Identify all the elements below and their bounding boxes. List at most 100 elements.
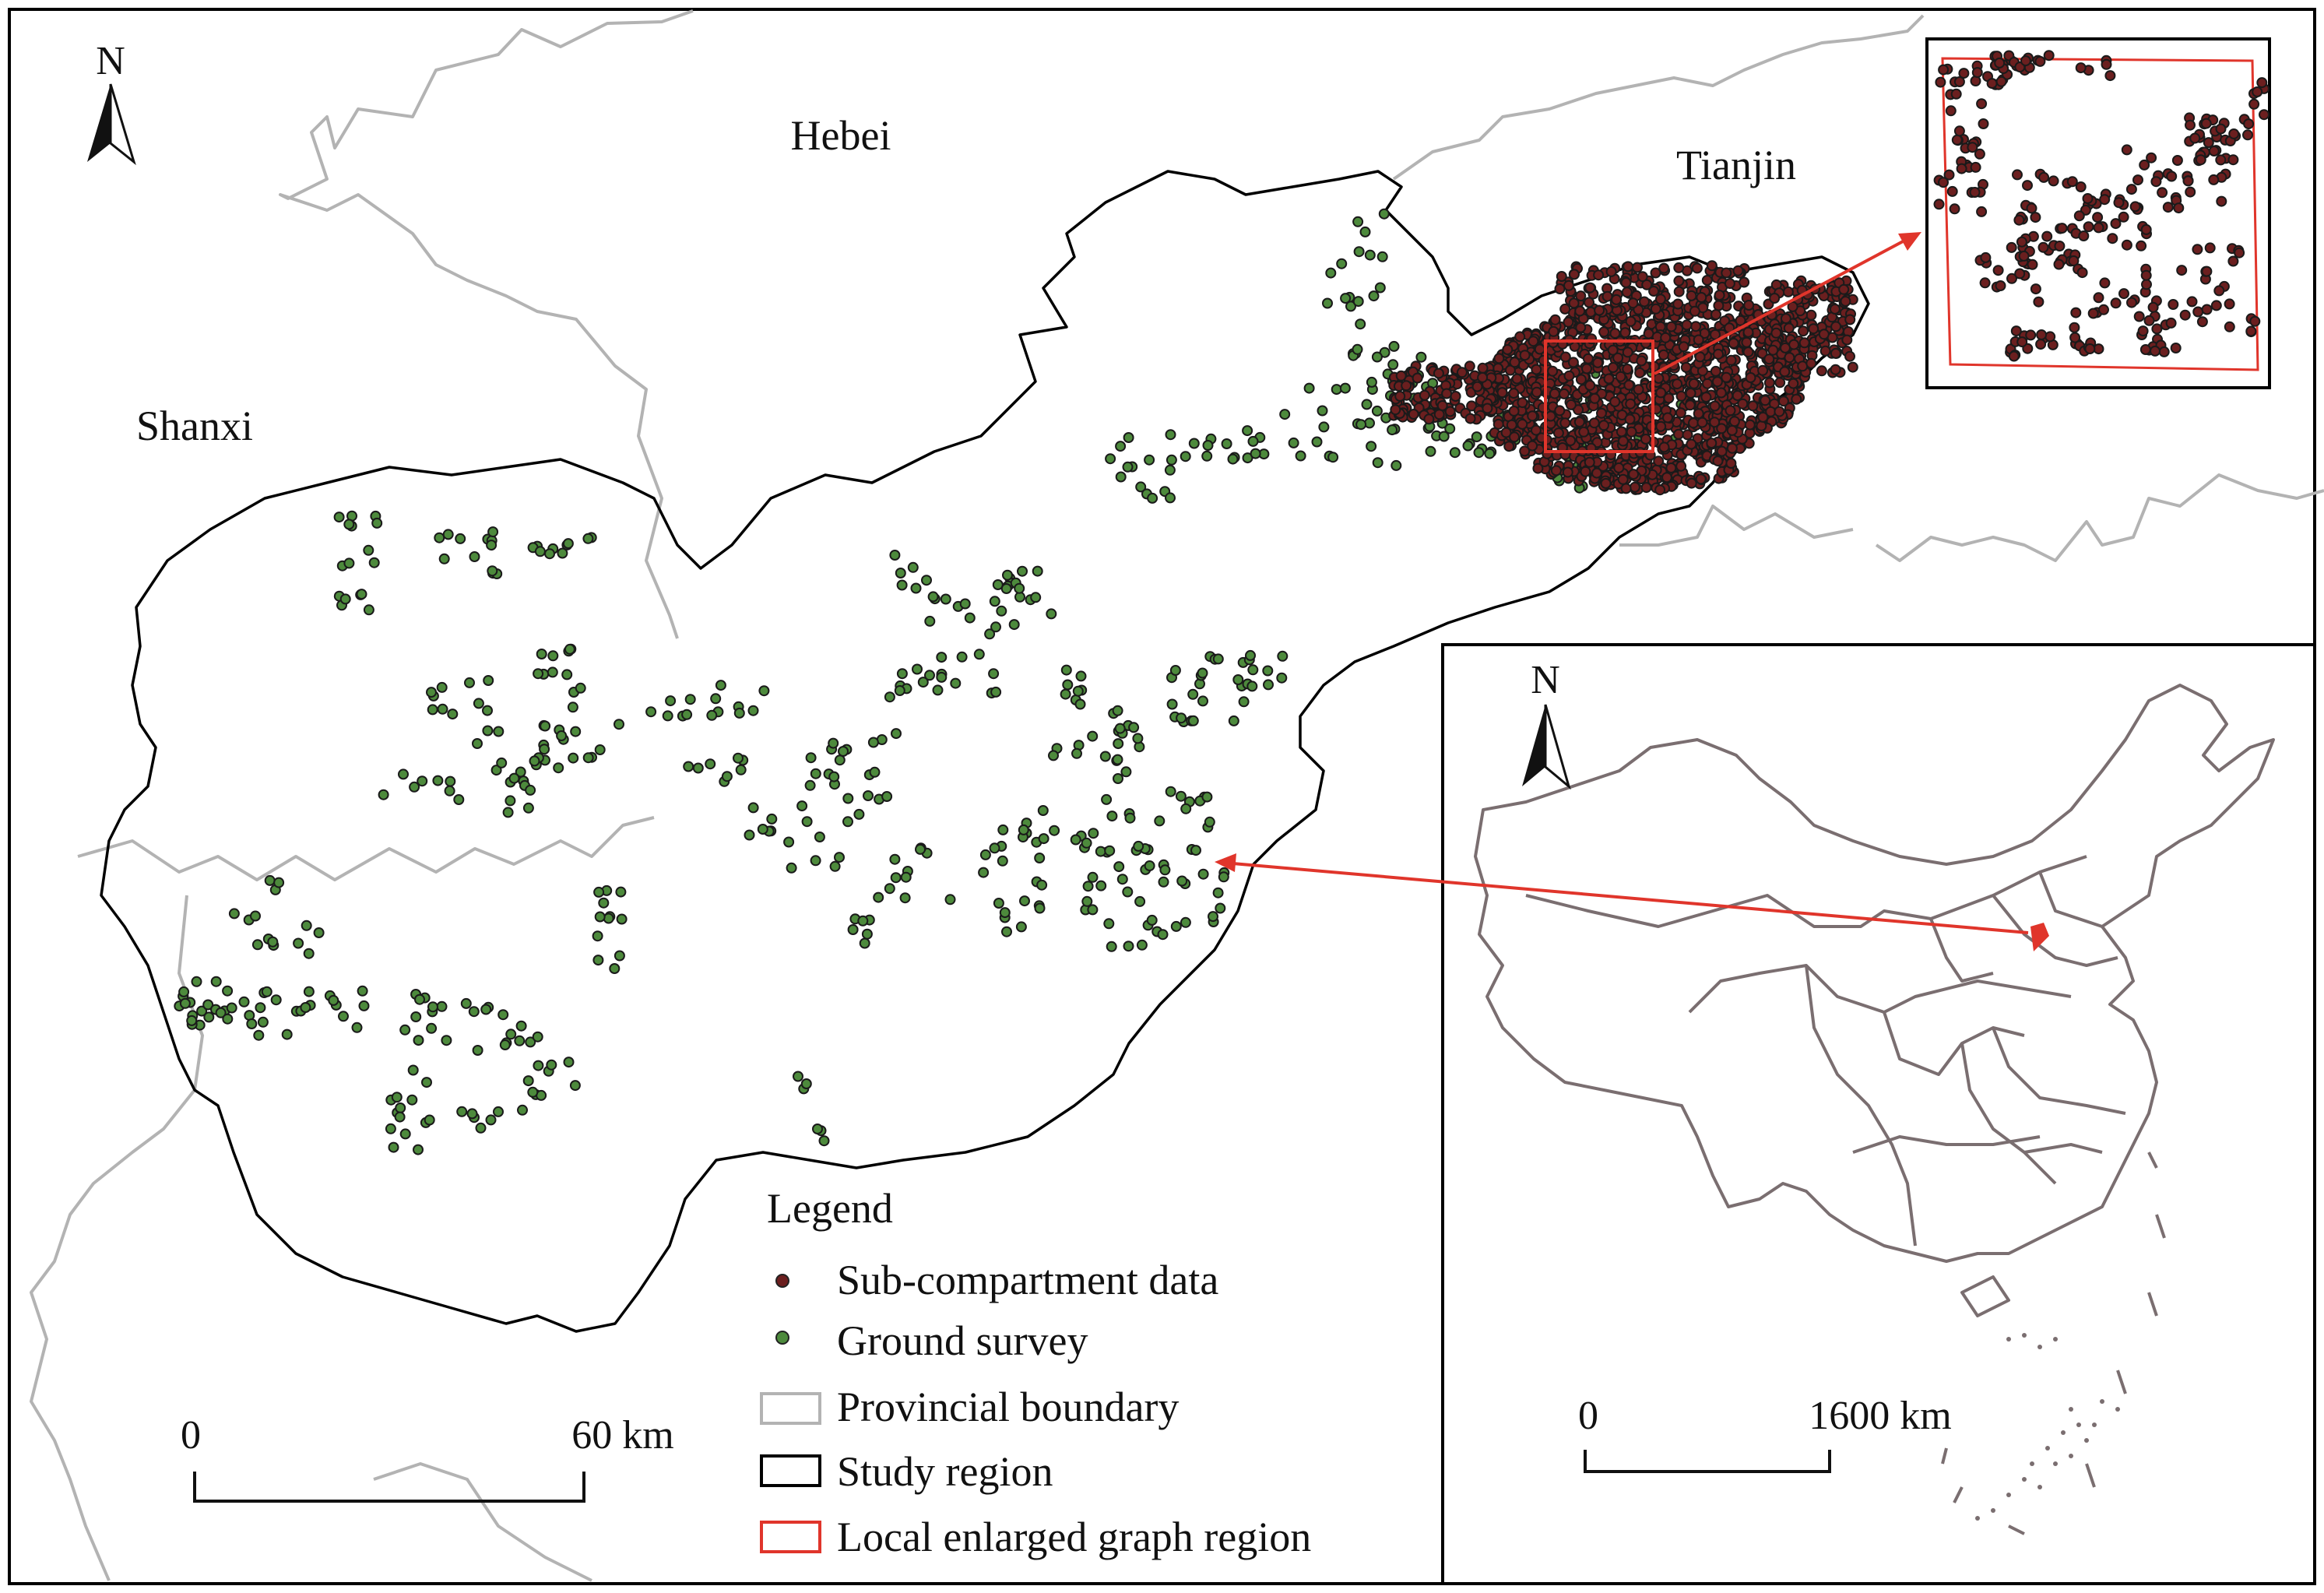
ground-survey-point bbox=[912, 663, 923, 675]
ground-survey-point bbox=[469, 551, 480, 562]
inset-sub-compartment-point bbox=[2166, 171, 2178, 182]
sub-compartment-point bbox=[1760, 395, 1771, 406]
location-arrow bbox=[1215, 853, 2029, 934]
sub-compartment-point bbox=[1709, 400, 1721, 412]
sub-compartment-point bbox=[1622, 346, 1633, 358]
inset-sub-compartment-point bbox=[2036, 329, 2048, 340]
ground-survey-point bbox=[300, 1002, 311, 1013]
sub-compartment-point bbox=[1672, 378, 1683, 390]
ground-survey-point bbox=[1208, 911, 1218, 923]
inset-sub-compartment-point bbox=[2137, 325, 2149, 337]
ground-survey-point bbox=[338, 1011, 349, 1022]
ground-survey-point bbox=[253, 1029, 265, 1041]
ground-survey-point bbox=[534, 546, 546, 557]
sub-compartment-point bbox=[1725, 458, 1737, 469]
sub-compartment-point bbox=[1774, 406, 1785, 417]
sub-compartment-point bbox=[1829, 304, 1841, 315]
ground-survey-point bbox=[1340, 293, 1352, 304]
ground-survey-point bbox=[1353, 246, 1365, 258]
ground-survey-point bbox=[564, 643, 575, 655]
ground-survey-point bbox=[529, 755, 540, 767]
inset-sub-compartment-point bbox=[2018, 250, 2030, 262]
ground-survey-point bbox=[434, 532, 445, 543]
ground-survey-point bbox=[1112, 754, 1123, 765]
inset-sub-compartment-point bbox=[2069, 322, 2080, 333]
sub-compartment-point bbox=[1805, 357, 1817, 369]
inset-sub-compartment-point bbox=[2146, 152, 2157, 164]
ground-survey-point bbox=[1075, 670, 1087, 682]
ground-survey-point bbox=[1113, 861, 1125, 873]
inset-sub-compartment-point bbox=[2248, 98, 2260, 110]
inset-sub-compartment-point bbox=[2252, 86, 2263, 97]
ground-survey-point bbox=[997, 855, 1008, 867]
inset-sub-compartment-point bbox=[2082, 193, 2094, 204]
inset-sub-compartment-point bbox=[1938, 177, 1949, 188]
sub-compartment-point bbox=[1678, 341, 1689, 353]
inset-sub-compartment-point bbox=[2189, 132, 2201, 144]
ground-survey-point bbox=[810, 855, 821, 867]
sub-compartment-point bbox=[1742, 346, 1754, 358]
inset-sub-compartment-point bbox=[1938, 64, 1950, 76]
sub-compartment-point bbox=[1655, 387, 1667, 399]
ground-survey-point bbox=[1034, 853, 1046, 863]
inset-sub-compartment-point bbox=[2030, 212, 2041, 223]
ground-survey-point bbox=[1238, 696, 1250, 708]
ground-survey-point bbox=[1366, 441, 1377, 452]
ground-survey-point bbox=[1081, 837, 1092, 849]
inset-sub-compartment-point bbox=[2210, 300, 2222, 311]
sub-compartment-point bbox=[1629, 481, 1640, 493]
scale-end: 60 km bbox=[571, 1413, 673, 1458]
sub-compartment-point bbox=[1580, 466, 1591, 477]
ground-survey-point bbox=[1242, 425, 1253, 437]
sub-compartment-point bbox=[1568, 297, 1580, 309]
ground-survey-point bbox=[1250, 448, 1261, 459]
inset-sub-compartment-point bbox=[2151, 323, 2163, 335]
ground-survey-point bbox=[1190, 845, 1201, 856]
ground-survey-point bbox=[1157, 929, 1169, 941]
ground-survey-point bbox=[1134, 895, 1146, 907]
inset-sub-compartment-point bbox=[1986, 78, 1998, 90]
ground-survey-point bbox=[1144, 454, 1155, 466]
ground-survey-point bbox=[1081, 895, 1093, 907]
sub-compartment-point bbox=[1493, 353, 1505, 364]
ground-survey-point bbox=[1247, 435, 1259, 447]
ground-survey-point bbox=[497, 1009, 509, 1021]
inset-sub-compartment-point bbox=[1967, 142, 1978, 153]
inset-sub-compartment-point bbox=[2126, 297, 2137, 308]
ground-survey-point bbox=[842, 793, 854, 804]
inset-sub-compartment-point bbox=[2186, 296, 2198, 308]
sub-compartment-point bbox=[1609, 396, 1621, 407]
ground-survey-point bbox=[1030, 592, 1042, 603]
sub-compartment-point bbox=[1464, 360, 1475, 372]
ground-survey-point bbox=[1095, 846, 1106, 857]
inset-sub-compartment-point bbox=[1950, 88, 1962, 100]
sub-compartment-point bbox=[1742, 326, 1754, 338]
sub-compartment-point bbox=[1517, 418, 1528, 430]
china-inset: N 0 1600 km bbox=[1441, 643, 2316, 1585]
ground-survey-point bbox=[936, 652, 948, 663]
inset-sub-compartment-point bbox=[1994, 57, 2006, 69]
ground-survey-point bbox=[1327, 452, 1339, 463]
ground-survey-point bbox=[1087, 871, 1099, 883]
ground-survey-point bbox=[1378, 208, 1390, 220]
ground-survey-point bbox=[255, 1002, 266, 1014]
inset-sub-compartment-point bbox=[2073, 210, 2085, 222]
main-north-arrow: N bbox=[87, 39, 136, 166]
sub-compartment-point bbox=[1709, 417, 1721, 428]
inset-sub-compartment-point bbox=[2141, 279, 2152, 290]
inset-sub-compartment-point bbox=[1995, 280, 2006, 291]
sub-compartment-point bbox=[1715, 387, 1727, 399]
sub-compartment-point bbox=[1721, 371, 1732, 383]
sub-compartment-point bbox=[1653, 372, 1665, 384]
ground-survey-point bbox=[804, 779, 816, 791]
ground-survey-point bbox=[1197, 667, 1208, 679]
ground-survey-point bbox=[1133, 840, 1144, 852]
sub-compartment-point bbox=[1798, 325, 1809, 337]
inset-sub-compartment-point bbox=[2216, 195, 2227, 207]
sub-compartment-point bbox=[1744, 419, 1756, 431]
sub-compartment-point bbox=[1582, 353, 1594, 364]
sub-compartment-point bbox=[1784, 352, 1795, 364]
ground-survey-point bbox=[264, 874, 276, 886]
sub-compartment-point bbox=[1628, 469, 1640, 480]
legend-item-sub-compartment: Sub-compartment data bbox=[775, 1257, 1218, 1303]
